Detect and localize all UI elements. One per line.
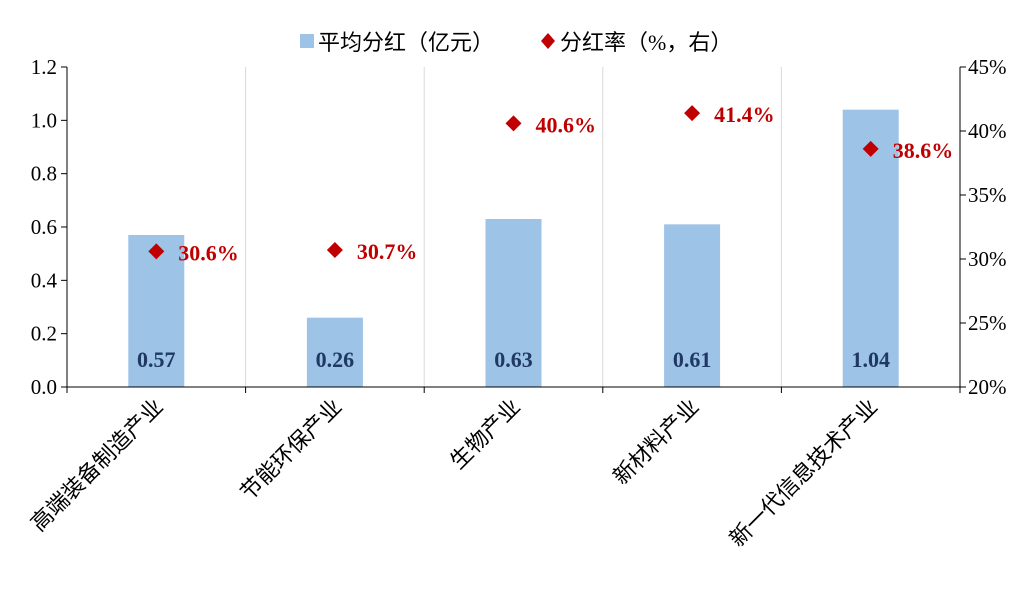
- category-label: 节能环保产业: [235, 394, 346, 505]
- left-axis-tick-label: 1.2: [31, 55, 57, 79]
- category-label: 新一代信息技术产业: [725, 394, 883, 552]
- legend: 平均分红（亿元） 分红率（%，右）: [300, 30, 732, 55]
- left-axis-tick-label: 0.4: [31, 268, 58, 292]
- bar-value-label: 1.04: [851, 347, 890, 372]
- rate-value-label: 30.6%: [178, 240, 239, 265]
- rate-value-label: 38.6%: [893, 138, 954, 163]
- rate-marker: [505, 115, 522, 132]
- bar: [485, 219, 542, 387]
- left-axis-tick-label: 0.8: [31, 162, 57, 186]
- bar-series: [128, 109, 899, 388]
- right-axis-tick-label: 30%: [968, 247, 1007, 271]
- bar-value-label: 0.63: [494, 347, 533, 372]
- category-label: 新材料产业: [608, 394, 703, 489]
- category-gridlines: [245, 67, 782, 387]
- rate-marker: [862, 140, 879, 157]
- right-axis-tick-label: 35%: [968, 183, 1007, 207]
- bar-value-label: 0.57: [137, 347, 176, 372]
- bar-value-label: 0.26: [316, 347, 355, 372]
- rate-value-label: 30.7%: [357, 239, 418, 264]
- category-label: 高端装备制造产业: [26, 394, 168, 536]
- left-axis-tick-label: 0.2: [31, 322, 57, 346]
- bar: [306, 317, 363, 387]
- right-axis-tick-label: 40%: [968, 119, 1007, 143]
- rate-marker: [684, 105, 701, 122]
- rate-value-label: 40.6%: [536, 112, 597, 137]
- left-axis-tick-label: 0.6: [31, 215, 57, 239]
- data-labels: 0.57 0.26 0.63 0.61 1.04: [137, 347, 890, 372]
- rate-value-label: 41.4%: [714, 102, 775, 127]
- rate-marker: [326, 242, 343, 259]
- legend-label-avg-dividend: 平均分红（亿元）: [318, 30, 494, 55]
- right-axis-tick-label: 20%: [968, 375, 1007, 399]
- marker-series: 30.6% 30.7% 40.6% 41.4% 38.6%: [148, 102, 953, 265]
- right-axis-tick-label: 25%: [968, 311, 1007, 335]
- bar: [664, 224, 721, 387]
- legend-swatch-bar: [300, 34, 314, 48]
- bar-value-label: 0.61: [673, 347, 712, 372]
- category-label: 生物产业: [445, 394, 525, 474]
- right-axis-tick-label: 45%: [968, 55, 1007, 79]
- legend-swatch-diamond: [541, 33, 555, 49]
- left-axis-tick-label: 1.0: [31, 108, 57, 132]
- left-axis-tick-label: 0.0: [31, 375, 57, 399]
- rate-marker: [148, 243, 165, 260]
- bar: [128, 235, 185, 387]
- legend-label-dividend-rate: 分红率（%，右）: [560, 30, 732, 55]
